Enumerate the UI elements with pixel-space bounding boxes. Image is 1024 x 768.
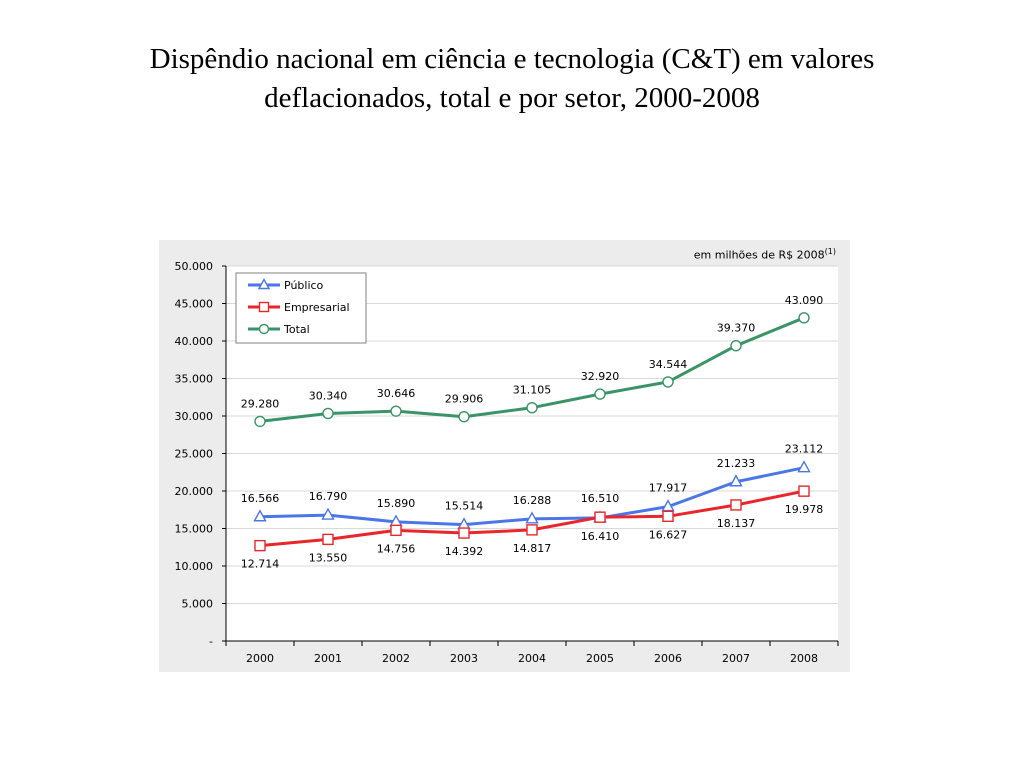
data-label-empresarial: 14.817 xyxy=(513,542,552,555)
x-tick-label: 2005 xyxy=(586,652,614,665)
x-tick-label: 2000 xyxy=(246,652,274,665)
legend-label-empresarial: Empresarial xyxy=(284,301,350,314)
data-point-total xyxy=(390,405,402,417)
data-point-total xyxy=(594,388,606,400)
data-point-empresarial xyxy=(526,524,538,536)
data-label-empresarial: 14.392 xyxy=(445,545,484,558)
x-tick-label: 2003 xyxy=(450,652,478,665)
data-point-empresarial xyxy=(730,499,742,511)
data-point-empresarial xyxy=(390,524,402,537)
chart-panel: em milhões de R$ 2008(1) - 5.000 10.000 15.… xyxy=(159,240,850,672)
data-point-total xyxy=(798,312,810,324)
data-label-publico: 16.410 xyxy=(581,530,620,543)
y-tick-label: 35.000 xyxy=(175,373,214,386)
units-note-footnote: (1) xyxy=(824,247,836,256)
y-tick-label: 15.000 xyxy=(175,523,214,536)
data-label-total: 30.340 xyxy=(309,389,348,402)
data-point-empresarial xyxy=(594,511,606,523)
data-point-total xyxy=(322,407,334,420)
data-point-publico xyxy=(253,509,267,522)
data-point-total xyxy=(526,402,538,414)
units-note: em milhões de R$ 2008(1) xyxy=(694,247,836,262)
data-label-publico: 23.112 xyxy=(785,443,824,456)
data-label-empresarial: 18.137 xyxy=(717,517,756,530)
data-label-publico: 21.233 xyxy=(717,457,756,470)
legend-marker-publico xyxy=(257,278,271,290)
data-point-total xyxy=(458,411,470,423)
x-tick-label: 2007 xyxy=(722,652,750,665)
data-label-publico: 15.514 xyxy=(445,500,484,513)
data-label-total: 30.646 xyxy=(377,387,416,400)
legend-label-total: Total xyxy=(283,323,310,336)
data-label-empresarial: 16.510 xyxy=(581,492,620,505)
data-point-empresarial xyxy=(662,510,674,522)
data-label-empresarial: 14.756 xyxy=(377,542,416,555)
units-note-text: em milhões de R$ 2008 xyxy=(693,248,825,262)
data-label-publico: 15.890 xyxy=(377,497,416,510)
data-label-total: 29.280 xyxy=(241,397,280,410)
data-label-total: 39.370 xyxy=(717,322,756,335)
data-point-empresarial xyxy=(458,527,470,539)
data-label-total: 29.906 xyxy=(445,393,484,406)
data-point-total xyxy=(254,415,266,428)
data-label-empresarial: 16.627 xyxy=(649,528,688,541)
data-point-publico xyxy=(525,511,539,524)
data-point-empresarial xyxy=(798,485,810,497)
line-chart: - 5.000 10.000 15.000 20.000 25.000 30.000 35.0… xyxy=(175,260,839,665)
data-point-publico xyxy=(321,507,335,520)
y-tick-label: 10.000 xyxy=(175,560,214,573)
legend-label-publico: Público xyxy=(284,279,324,292)
y-tick-label: 45.000 xyxy=(175,298,214,311)
data-label-total: 43.090 xyxy=(785,294,824,307)
data-point-total xyxy=(730,340,742,352)
y-tick-label: 5.000 xyxy=(182,598,214,611)
data-label-publico: 16.790 xyxy=(309,490,348,503)
data-point-empresarial xyxy=(322,533,334,546)
data-label-empresarial: 13.550 xyxy=(309,551,348,564)
slide-title: Dispêndio nacional em ciência e tecnolog… xyxy=(40,40,984,118)
y-tick-label: 50.000 xyxy=(175,260,214,273)
data-point-publico xyxy=(797,460,811,473)
x-tick-label: 2004 xyxy=(518,652,546,665)
data-label-total: 34.544 xyxy=(649,358,688,371)
data-point-publico xyxy=(729,474,743,487)
data-label-publico: 17.917 xyxy=(649,482,688,495)
data-label-empresarial: 19.978 xyxy=(785,503,824,516)
y-tick-label: 20.000 xyxy=(175,485,214,498)
data-point-empresarial xyxy=(254,539,266,552)
slide-title-line-2: deflacionados, total e por setor, 2000-2… xyxy=(264,82,760,114)
y-tick-label: - xyxy=(209,635,213,648)
x-tick-label: 2008 xyxy=(790,652,818,665)
legend-marker-total xyxy=(258,323,270,335)
y-tick-label: 40.000 xyxy=(175,335,214,348)
x-tick-label: 2001 xyxy=(314,652,342,665)
slide-title-line-1: Dispêndio nacional em ciência e tecnolog… xyxy=(149,43,875,75)
x-tick-label: 2006 xyxy=(654,652,682,665)
x-tick-label: 2002 xyxy=(382,652,410,665)
data-point-total xyxy=(662,376,674,388)
y-tick-label: 25.000 xyxy=(175,448,214,461)
data-label-publico: 16.566 xyxy=(241,492,280,505)
data-label-total: 32.920 xyxy=(581,370,620,383)
legend-marker-empresarial xyxy=(258,301,270,313)
data-label-total: 31.105 xyxy=(513,384,552,397)
data-label-empresarial: 12.714 xyxy=(241,558,280,571)
data-label-publico: 16.288 xyxy=(513,494,552,507)
y-tick-label: 30.000 xyxy=(175,410,214,423)
